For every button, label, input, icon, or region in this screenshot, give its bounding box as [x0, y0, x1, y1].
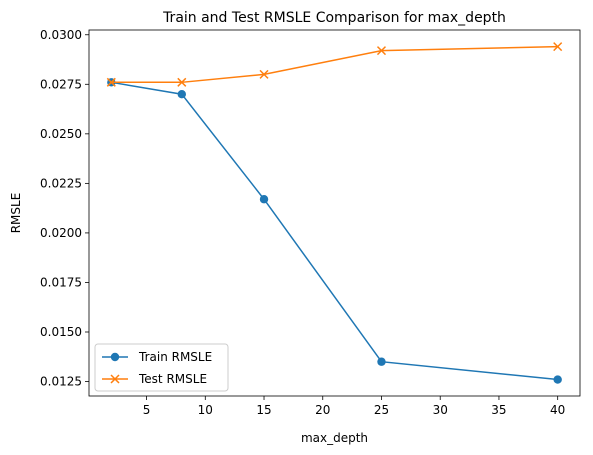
series-layer [107, 43, 562, 384]
train-rmsle-point [377, 358, 385, 366]
x-tick-label: 15 [256, 403, 271, 417]
plot-frame [89, 30, 580, 396]
train-rmsle-point [260, 195, 268, 203]
x-tick-label: 30 [433, 403, 448, 417]
y-tick-label: 0.0150 [40, 325, 82, 339]
x-tick-label: 5 [143, 403, 151, 417]
x-tick-label: 25 [374, 403, 389, 417]
x-axis-title: max_depth [301, 431, 368, 445]
y-tick-label: 0.0175 [40, 275, 82, 289]
train-rmsle-line [111, 82, 557, 379]
y-tick-label: 0.0275 [40, 77, 82, 91]
legend-test-rmsle-label: Test RMSLE [138, 372, 207, 386]
legend: Train RMSLE Test RMSLE [95, 344, 228, 391]
legend-train-rmsle-marker [111, 353, 119, 361]
chart-title: Train and Test RMSLE Comparison for max_… [162, 10, 506, 26]
train-rmsle-point [178, 90, 186, 98]
legend-train-rmsle-label: Train RMSLE [138, 350, 212, 364]
y-axis-ticks: 0.0125 0.0150 0.0175 0.0200 0.0225 0.0250 0.02… [40, 28, 89, 389]
y-tick-label: 0.0225 [40, 176, 82, 190]
test-rmsle-line [111, 47, 557, 83]
x-tick-label: 35 [491, 403, 506, 417]
y-tick-label: 0.0250 [40, 127, 82, 141]
plot-area [89, 30, 580, 396]
train-rmsle-point [553, 375, 561, 383]
y-tick-label: 0.0125 [40, 375, 82, 389]
x-tick-label: 20 [315, 403, 330, 417]
y-tick-label: 0.0300 [40, 28, 82, 42]
x-tick-label: 40 [550, 403, 565, 417]
x-axis-ticks: 5 10 15 20 25 30 35 40 [143, 396, 566, 417]
y-tick-label: 0.0200 [40, 226, 82, 240]
y-axis-title: RMSLE [9, 193, 23, 234]
x-tick-label: 10 [198, 403, 213, 417]
